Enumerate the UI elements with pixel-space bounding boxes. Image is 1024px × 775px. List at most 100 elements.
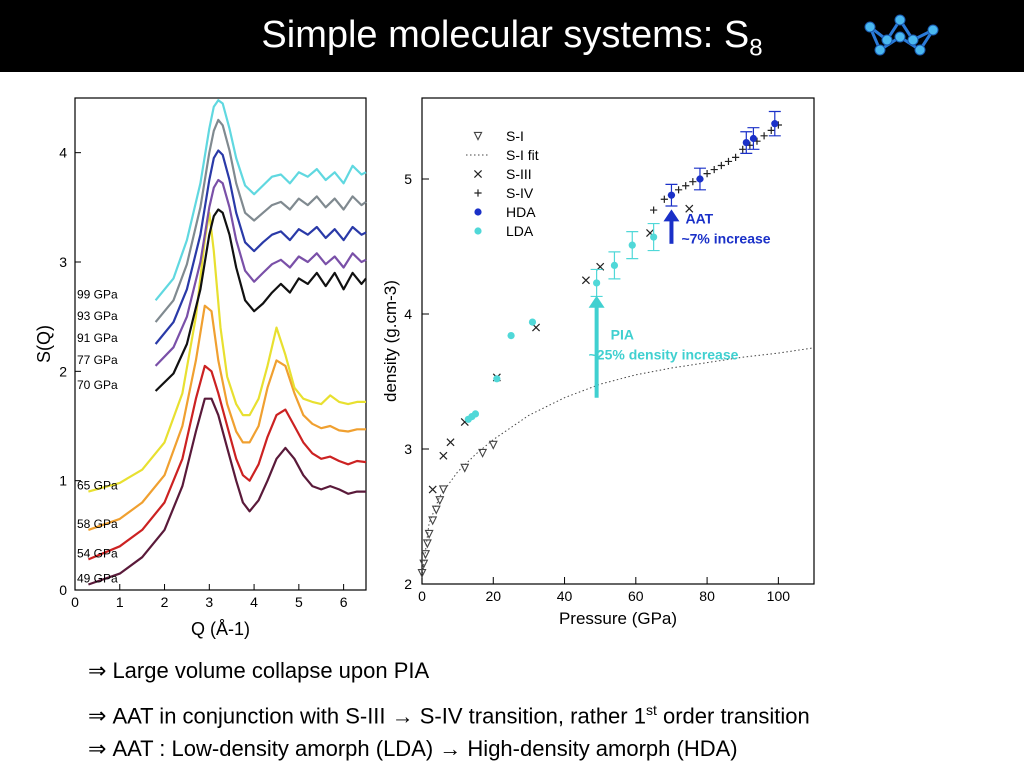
data-point [428,485,437,494]
sq-series-line [154,149,367,345]
y-tick-label: 2 [404,576,412,592]
legend-swatch [473,131,483,141]
plot-frame [421,97,815,585]
legend-swatch [474,189,482,197]
x-tick-label: 6 [340,594,348,610]
sq-series-line [154,178,367,367]
y-tick-label: 4 [59,145,67,161]
slide-title-text: Simple molecular systems: S [261,14,750,56]
sq-series-line [88,397,366,586]
legend-label: S-I fit [506,147,539,163]
x-tick-label: 60 [628,588,644,604]
sq-series-line [154,208,367,392]
data-point [674,186,683,194]
data-point [528,318,537,326]
data-point [732,153,740,161]
data-point [507,332,515,340]
x-tick-label: 0 [71,594,79,610]
data-point [771,120,779,128]
data-point [685,204,694,213]
legend-label: HDA [506,204,536,220]
y-tick-label: 3 [404,441,412,457]
annotation-label: PIA [611,327,634,343]
y-tick-label: 2 [59,363,67,379]
implies-arrow-icon: ⇒ [88,736,107,761]
series-label: 99 GPa [77,287,118,301]
slide-title: Simple molecular systems: S8 [0,14,1024,63]
x-tick-label: 100 [767,588,791,604]
legend-swatch [473,169,483,179]
data-point [767,126,775,134]
annotation-arrowhead [588,295,605,308]
bullet-superscript: st [645,702,657,718]
s8-molecule-icon [864,14,939,56]
series-label: 58 GPa [77,517,118,531]
y-tick-label: 5 [404,171,412,187]
y-tick-label: 4 [404,306,412,322]
sq-series-line [88,304,366,531]
x-axis-label: Q (Å-1) [191,619,250,639]
x-tick-label: 4 [250,594,258,610]
x-tick-label: 3 [205,594,213,610]
data-point [610,261,619,269]
sq-series-line [87,364,367,561]
x-tick-label: 0 [418,588,426,604]
data-point [428,516,438,526]
fit-line [421,347,815,578]
series-label: 54 GPa [77,546,118,560]
data-point [689,178,697,186]
annotation-sublabel: ~25% density increase [589,347,739,363]
series-label: 91 GPa [77,331,118,345]
bullet-list: ⇒ Large volume collapse upon PIA ⇒ AAT in … [88,658,988,775]
bullet-text: AAT : Low-density amorph (LDA) → High-de… [112,736,738,761]
data-point [742,138,750,147]
y-tick-label: 0 [59,582,67,598]
bullet-text: AAT in conjunction with S-III → S-IV tra… [112,703,646,729]
data-point [446,438,455,447]
y-tick-label: 1 [59,473,67,489]
series-label: 65 GPa [77,479,118,493]
legend-label: S-I [506,128,524,144]
data-point [650,206,658,214]
data-point [581,276,590,285]
data-point [760,132,768,140]
y-tick-label: 3 [59,254,67,270]
implies-arrow-icon: ⇒ [88,658,107,683]
data-point [593,279,601,287]
x-tick-label: 80 [699,588,715,604]
data-point [493,375,501,383]
data-point [739,145,747,153]
legend-label: S-III [506,166,532,182]
y-axis-label: S(Q) [34,325,54,363]
series-label: 49 GPa [77,572,118,586]
data-point [703,170,711,178]
annotation-label: AAT [685,210,713,226]
data-point [682,182,690,190]
legend-label: LDA [506,223,534,239]
data-point [435,496,445,506]
annotation-arrowhead [663,209,680,222]
bullet-item: ⇒ AAT in conjunction with S-III → S-IV tr… [88,697,988,736]
series-label: 70 GPa [77,378,118,392]
data-point [749,134,758,143]
data-point [471,410,480,418]
plot-frame [74,97,367,591]
data-point [710,165,718,174]
data-point [650,233,658,241]
slide-title-subscript: 8 [749,34,763,62]
sq-series-line [154,99,367,301]
data-point [717,161,725,170]
x-tick-label: 40 [557,588,573,604]
x-tick-label: 20 [485,588,501,604]
title-bar [0,0,1024,72]
sq-series-line [154,118,367,323]
implies-arrow-icon: ⇒ [88,703,107,729]
x-tick-label: 2 [161,594,169,610]
data-point [439,451,448,460]
data-point [424,529,434,539]
bullet-item: ⇒ AAT : Low-density amorph (LDA) → High-d… [88,736,988,775]
legend-label: S-IV [506,185,534,201]
bullet-text-tail: order transition [656,703,810,729]
x-axis-label: Pressure (GPa) [559,609,677,628]
data-point [667,191,676,199]
